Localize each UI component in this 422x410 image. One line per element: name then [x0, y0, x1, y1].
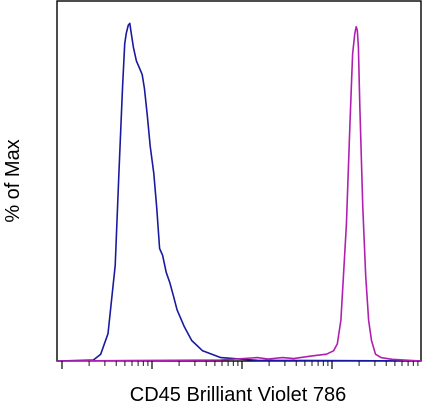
- histogram-series-2: [56, 26, 422, 362]
- plot-frame: [56, 0, 422, 362]
- series-layer: [56, 22, 422, 362]
- histogram-series-1: [56, 22, 422, 362]
- x-axis-label: CD45 Brilliant Violet 786: [130, 384, 346, 406]
- x-axis-ticks: [61, 361, 419, 369]
- y-axis-label: % of Max: [2, 139, 24, 222]
